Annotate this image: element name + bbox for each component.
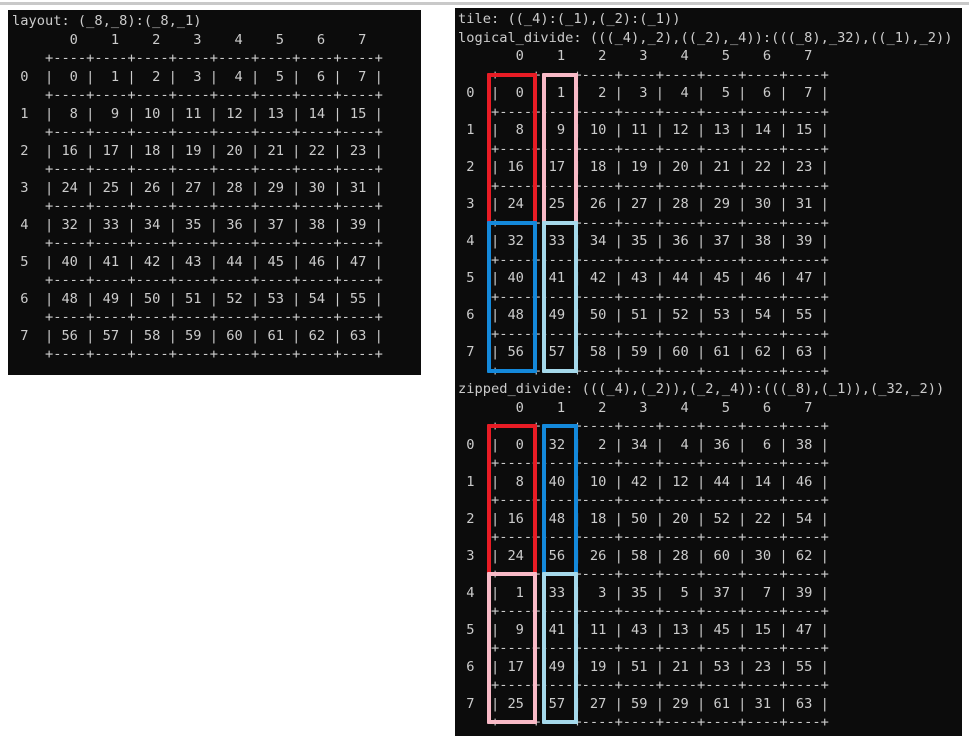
ascii-grid-text: 0 1 2 3 4 5 6 7 +----+----+----+----+---… <box>466 48 829 379</box>
zipped-divide-title: zipped_divide: (((_4),(_2)),(_2,_4)):(((… <box>458 381 945 397</box>
terminal-panel-divides: tile: ((_4):(_1),(_2):(_1)) logical_divi… <box>455 8 962 736</box>
ascii-grid-text: 0 1 2 3 4 5 6 7 +----+----+----+----+---… <box>20 31 383 363</box>
terminal-panel-layout: layout: (_8,_8):(_8,_1) 0 1 2 3 4 5 6 7 … <box>8 10 421 375</box>
logical-divide-grid: 0 1 2 3 4 5 6 7 +----+----+----+----+---… <box>458 47 962 380</box>
window-top-border <box>0 2 969 5</box>
zipped-divide-grid: 0 1 2 3 4 5 6 7 +----+----+----+----+---… <box>458 399 962 732</box>
layout-grid: 0 1 2 3 4 5 6 7 +----+----+----+----+---… <box>12 31 421 364</box>
tile-title: tile: ((_4):(_1),(_2):(_1)) <box>458 11 681 27</box>
ascii-grid-text: 0 1 2 3 4 5 6 7 +----+----+----+----+---… <box>466 399 829 731</box>
layout-title: layout: (_8,_8):(_8,_1) <box>12 13 202 29</box>
logical-divide-title: logical_divide: (((_4),_2),((_2),_4)):((… <box>458 29 953 46</box>
